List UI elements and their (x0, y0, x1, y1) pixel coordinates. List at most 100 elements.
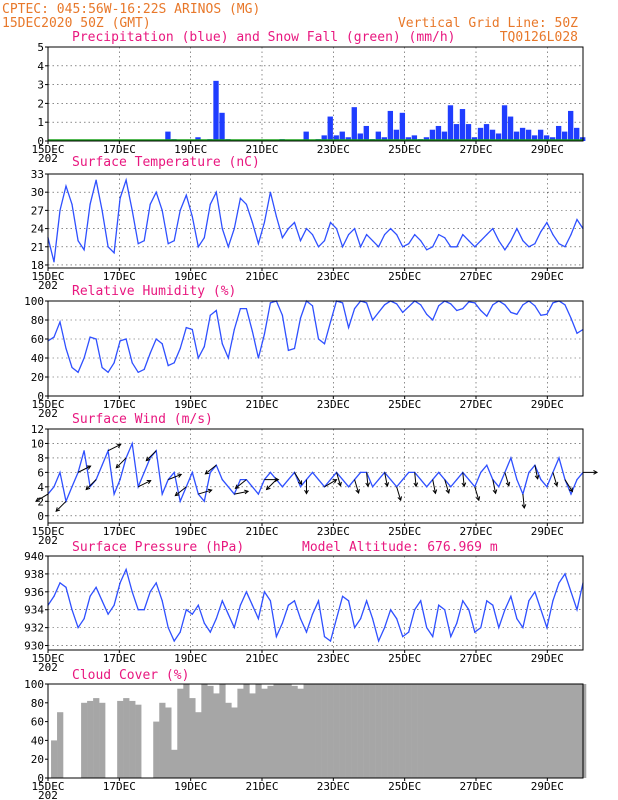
wind-arrow-head (445, 489, 451, 495)
pressure-point (480, 627, 482, 629)
x-year-label: 202 (38, 407, 58, 420)
y-tick-label: 4 (37, 60, 44, 73)
temperature-point (510, 240, 512, 242)
x-tick-label: 29DEC (531, 143, 564, 156)
wind-arrow (354, 479, 360, 494)
humidity-point (233, 328, 235, 331)
precip-bar (549, 137, 556, 141)
humidity-point (408, 306, 410, 308)
y-tick-label: 0 (37, 772, 44, 785)
pressure-point (125, 568, 127, 571)
cloud-bar (327, 684, 334, 778)
humidity-point (510, 311, 512, 313)
wind-arrow (115, 457, 127, 469)
wind-arrow (492, 479, 497, 494)
wind-arrow (552, 472, 558, 486)
precip-bar (555, 125, 562, 141)
pressure-point (420, 600, 422, 602)
humidity-point (155, 338, 157, 340)
pressure-point (408, 631, 410, 633)
pressure-point (359, 618, 362, 620)
temperature-title: Surface Temperature (nC) (72, 155, 260, 170)
wind-point (329, 479, 332, 481)
temperature-point (576, 218, 578, 221)
cloud-bar (483, 684, 491, 778)
cloud-bar (501, 684, 509, 778)
wind-arrow (235, 479, 247, 489)
precip-bar (543, 135, 550, 141)
x-tick-label: 25DEC (388, 143, 421, 156)
precip-bar (333, 135, 339, 141)
cloud-bar (568, 684, 575, 778)
pressure-series-line (47, 567, 584, 643)
humidity-point (113, 362, 115, 364)
cloud-bar (453, 684, 461, 778)
y-tick-label: 100 (24, 678, 44, 691)
cloud-bar (363, 684, 370, 778)
cloud-bar (243, 684, 250, 778)
temperature-point (65, 185, 67, 187)
cloud-bar (159, 702, 166, 778)
wind-point (191, 471, 193, 473)
y-tick-label: 1 (37, 116, 44, 129)
temperature-point (77, 240, 79, 242)
wind-point (269, 471, 272, 473)
temperature-point (245, 203, 247, 205)
precip-bar (399, 112, 406, 141)
cloud-frame (47, 683, 584, 779)
pressure-point (95, 586, 97, 588)
temperature-point (540, 231, 542, 233)
humidity-point (179, 347, 181, 350)
cloud-bar (123, 698, 130, 778)
pressure-point (450, 635, 452, 638)
wind-arrow-head (553, 481, 559, 487)
pressure-point (402, 635, 404, 638)
precip-bar (519, 127, 526, 141)
pressure-point (504, 609, 506, 611)
pressure-point (486, 600, 488, 602)
cloud-bar (387, 684, 394, 778)
pressure-point (372, 618, 374, 620)
wind-arrow-head (297, 480, 303, 486)
precip-bar (574, 127, 580, 141)
wind-point (341, 479, 344, 481)
wind-arrow-head (265, 485, 271, 491)
precip-bar (411, 135, 418, 141)
humidity-point (372, 319, 374, 321)
humidity-point (167, 365, 169, 367)
wind-point (227, 486, 229, 488)
pressure-point (347, 600, 350, 602)
x-tick-label: 21DEC (245, 398, 278, 411)
wind-series-line (47, 441, 584, 504)
pressure-point (396, 618, 398, 620)
precip-bar (483, 124, 490, 141)
y-tick-label: 930 (24, 640, 44, 653)
cloud-bar (321, 684, 328, 778)
humidity-point (251, 330, 253, 332)
wind-arrow-head (85, 485, 91, 491)
wind-arrow-head (174, 491, 180, 497)
cloud-bar (291, 685, 298, 778)
x-year-label: 202 (38, 789, 58, 800)
temperature-point (462, 234, 464, 236)
humidity-point (131, 362, 133, 364)
humidity-point (263, 333, 266, 335)
y-tick-label: 21 (31, 241, 44, 254)
wind-arrow-head (204, 470, 210, 475)
temperature-point (414, 234, 416, 236)
y-tick-label: 3 (37, 79, 44, 92)
wind-arrow (444, 479, 450, 494)
cloud-bar (519, 684, 527, 778)
pressure-point (113, 604, 115, 606)
temperature-point (227, 246, 229, 248)
cloud-bar (561, 684, 569, 778)
wind-arrow (137, 480, 151, 488)
humidity-point (534, 305, 536, 307)
wind-point (438, 471, 440, 473)
cloud-bar (369, 684, 376, 778)
pressure-point (107, 613, 109, 615)
wind-point (161, 493, 163, 495)
temperature-point (101, 209, 103, 211)
precip-bar (357, 133, 363, 141)
temperature-point (131, 209, 133, 211)
